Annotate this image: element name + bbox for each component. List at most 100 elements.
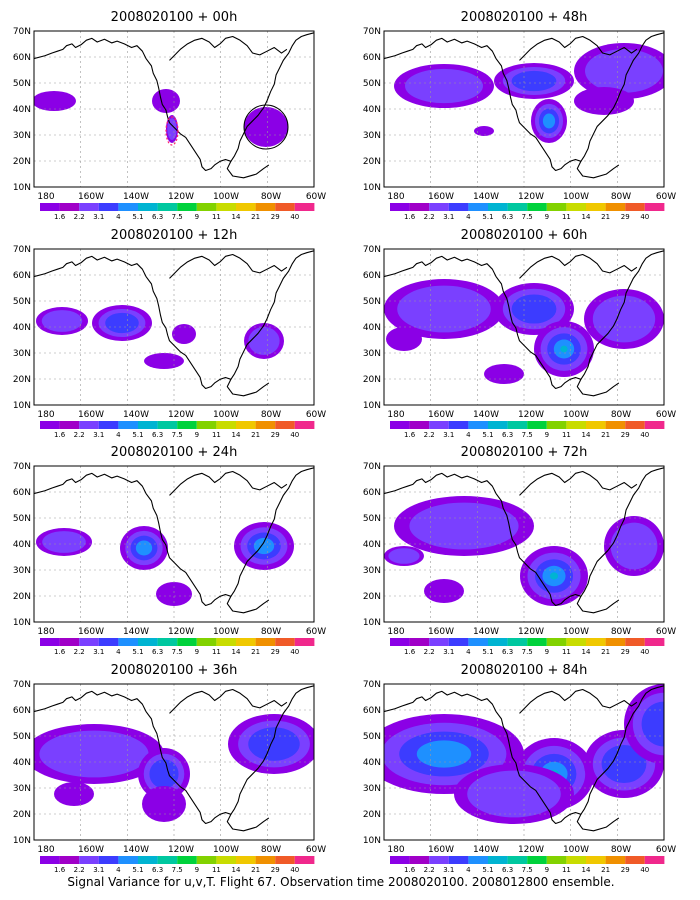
colorbar-swatch xyxy=(138,638,158,646)
lon-tick-label: 100W xyxy=(213,627,239,637)
colorbar-swatch xyxy=(507,638,528,646)
map-panel: 2008020100 + 60h 70N 60N 50N 40N 30N 20N 10N 180… xyxy=(363,228,676,439)
colorbar-swatch xyxy=(138,203,158,211)
variance-contour xyxy=(511,70,557,92)
variance-contour xyxy=(105,312,139,334)
lon-tick-label: 160W xyxy=(78,410,104,420)
colorbar-label: 5.1 xyxy=(132,213,143,221)
colorbar-swatch xyxy=(625,638,645,646)
colorbar-swatch xyxy=(236,856,256,864)
colorbar-swatch xyxy=(255,421,276,429)
colorbar-swatch xyxy=(488,856,508,864)
lat-tick-label: 10N xyxy=(13,618,31,628)
lon-tick-label: 100W xyxy=(563,627,589,637)
colorbar-label: 40 xyxy=(290,431,299,439)
lat-tick-label: 60N xyxy=(363,488,381,498)
colorbar-swatch xyxy=(586,856,606,864)
variance-contour xyxy=(172,324,196,344)
colorbar-label: 4 xyxy=(466,648,471,656)
colorbar-swatch xyxy=(448,856,469,864)
variance-contour xyxy=(388,548,420,564)
lon-tick-label: 160W xyxy=(428,410,454,420)
colorbar-label: 4 xyxy=(116,866,121,874)
colorbar-label: 4 xyxy=(116,648,121,656)
colorbar-swatch xyxy=(527,421,547,429)
colorbar-label: 6.3 xyxy=(502,213,513,221)
colorbar-label: 6.3 xyxy=(502,866,513,874)
lat-tick-label: 10N xyxy=(13,401,31,411)
lon-tick-label: 100W xyxy=(213,410,239,420)
lon-tick-label: 140W xyxy=(123,410,149,420)
colorbar-swatch xyxy=(118,856,138,864)
lon-tick-label: 60W xyxy=(306,845,326,855)
variance-contour xyxy=(592,295,656,343)
colorbar-swatch xyxy=(390,421,410,429)
variance-contour xyxy=(601,744,647,784)
colorbar-swatch xyxy=(586,421,606,429)
colorbar-swatch xyxy=(196,421,217,429)
colorbar-swatch xyxy=(527,856,547,864)
colorbar-swatch xyxy=(294,638,315,646)
lon-tick-label: 120W xyxy=(518,627,544,637)
colorbar-label: 4 xyxy=(466,866,471,874)
colorbar-label: 3.1 xyxy=(93,866,104,874)
lon-tick-label: 160W xyxy=(78,845,104,855)
colorbar-swatch xyxy=(390,638,410,646)
colorbar-label: 2.2 xyxy=(74,431,85,439)
panel-title: 2008020100 + 24h xyxy=(111,445,238,460)
colorbar-label: 40 xyxy=(640,213,649,221)
colorbar-label: 7.5 xyxy=(172,648,183,656)
colorbar-swatch xyxy=(644,203,665,211)
lat-tick-label: 70N xyxy=(363,27,381,37)
colorbar-swatch xyxy=(644,638,665,646)
colorbar-label: 11 xyxy=(212,431,221,439)
colorbar-swatch xyxy=(177,421,197,429)
colorbar-swatch xyxy=(644,421,665,429)
colorbar-swatch xyxy=(527,203,547,211)
variance-contour xyxy=(41,310,83,332)
panel-title: 2008020100 + 72h xyxy=(461,445,588,460)
variance-contour xyxy=(585,49,663,93)
lat-tick-label: 60N xyxy=(13,53,31,63)
panel-title: 2008020100 + 84h xyxy=(461,663,588,678)
colorbar-swatch xyxy=(255,638,276,646)
colorbar-swatch xyxy=(59,421,80,429)
variance-field xyxy=(34,31,314,187)
lat-tick-label: 60N xyxy=(13,488,31,498)
lat-tick-label: 40N xyxy=(13,540,31,550)
colorbar-label: 14 xyxy=(232,213,241,221)
lat-tick-label: 60N xyxy=(13,706,31,716)
variance-contour xyxy=(386,327,422,351)
lat-tick-label: 40N xyxy=(363,758,381,768)
lat-tick-label: 30N xyxy=(13,349,31,359)
colorbar-swatch xyxy=(236,421,256,429)
variance-contour xyxy=(560,345,568,353)
colorbar-label: 5.1 xyxy=(482,213,493,221)
colorbar-swatch xyxy=(157,638,178,646)
variance-contour xyxy=(511,294,557,324)
lon-tick-label: 140W xyxy=(123,192,149,202)
lat-tick-label: 30N xyxy=(363,131,381,141)
colorbar-label: 7.5 xyxy=(522,866,533,874)
colorbar-swatch xyxy=(216,856,236,864)
colorbar-label: 1.6 xyxy=(404,866,416,874)
colorbar-label: 1.6 xyxy=(54,648,66,656)
colorbar-swatch xyxy=(468,421,488,429)
lon-tick-label: 180 xyxy=(37,845,54,855)
colorbar-swatch xyxy=(546,638,567,646)
lat-tick-label: 20N xyxy=(363,810,381,820)
colorbar-label: 6.3 xyxy=(152,648,163,656)
colorbar-swatch xyxy=(625,421,645,429)
colorbar-label: 4 xyxy=(466,213,471,221)
map-panel: 2008020100 + 00h 70N 60N 50N 40N 30N 20N 10N 180… xyxy=(13,10,326,221)
colorbar-label: 7.5 xyxy=(172,431,183,439)
colorbar-label: 5.1 xyxy=(132,866,143,874)
colorbar-swatch xyxy=(468,856,488,864)
lon-tick-label: 60W xyxy=(656,845,676,855)
colorbar-swatch xyxy=(275,856,295,864)
map-panel: 2008020100 + 36h 70N 60N 50N 40N 30N 20N 10N 180… xyxy=(13,663,326,874)
colorbar-swatch xyxy=(79,421,99,429)
colorbar-label: 3.1 xyxy=(93,648,104,656)
variance-field xyxy=(34,466,314,622)
variance-contour xyxy=(142,786,186,822)
